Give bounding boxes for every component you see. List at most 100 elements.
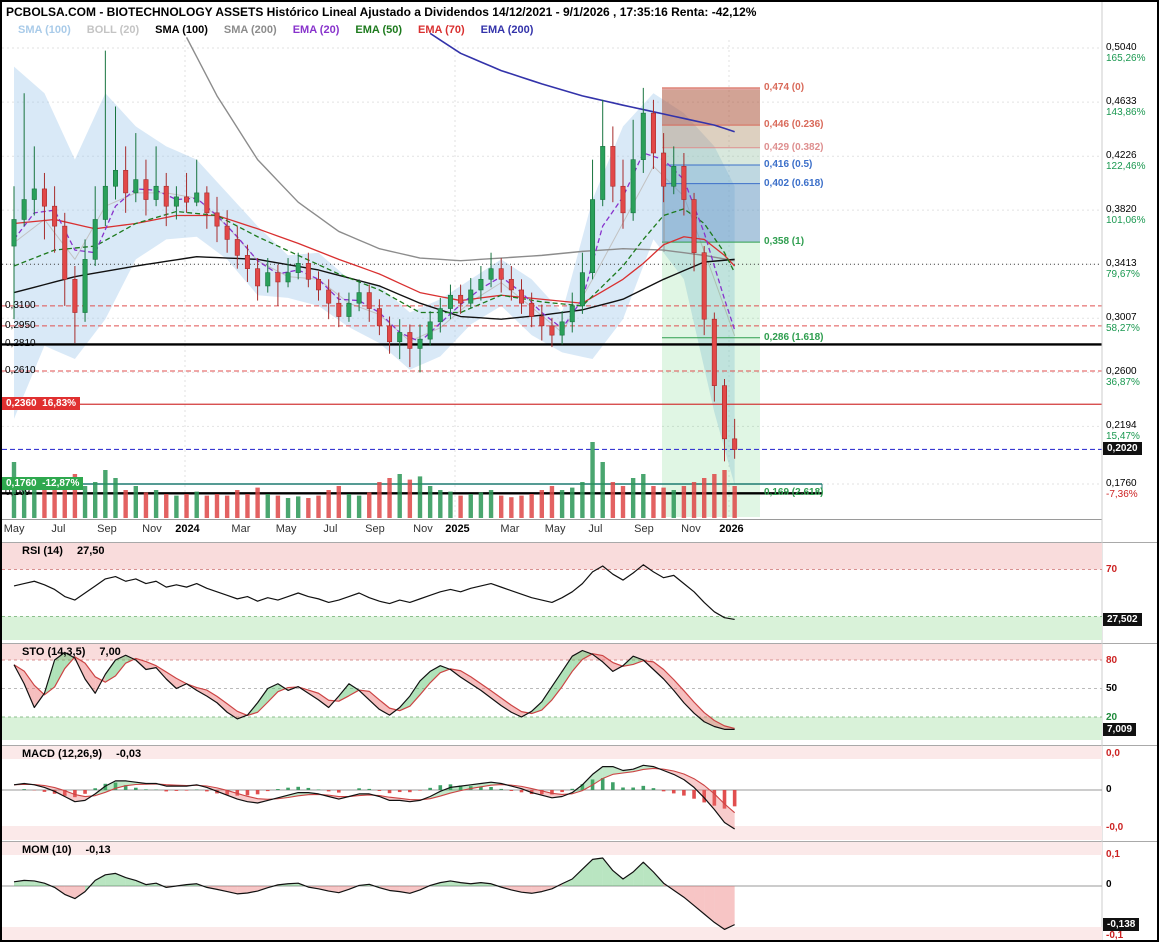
current-price-badge: 0,2020 xyxy=(1103,442,1142,456)
macd-name: MACD (12,26,9) xyxy=(22,748,103,760)
x-axis-label: Nov xyxy=(413,523,433,535)
x-axis-label: May xyxy=(275,523,297,535)
candles xyxy=(11,50,738,462)
panel-axis-label: -0,1 xyxy=(1106,930,1124,941)
x-axis-label: 2025 xyxy=(445,523,470,535)
panel-value-badge: 27,502 xyxy=(1103,613,1142,626)
mom-value: -0,13 xyxy=(85,844,111,856)
right-axis-price-label: 0,5040 xyxy=(1106,42,1137,53)
left-level-badge: 0,2360 16,83% xyxy=(2,397,81,411)
macd-panel-label: MACD (12,26,9) -0,03 xyxy=(22,748,141,760)
x-axis-label: Sep xyxy=(97,523,117,535)
x-axis-label: Sep xyxy=(634,523,654,535)
x-axis-label: May xyxy=(544,523,566,535)
panel-axis-label: 0 xyxy=(1106,784,1112,795)
fib-level-label: 0,169 (2.618) xyxy=(764,487,824,499)
rsi-name: RSI (14) xyxy=(22,545,63,557)
right-axis-pct-label: -7,36% xyxy=(1106,489,1138,500)
right-axis-price-label: 0,3007 xyxy=(1106,312,1137,324)
right-axis-price-label: 0,3413 xyxy=(1106,258,1137,270)
panel-axis-label: 0,1 xyxy=(1106,849,1120,860)
chart-title: PCBOLSA.COM - BIOTECHNOLOGY ASSETS Histó… xyxy=(6,5,757,19)
legend-item: SMA (200) xyxy=(223,24,277,36)
legend-item: BOLL (20) xyxy=(86,24,140,36)
left-level-badge: 0,1760 -12,87% xyxy=(2,477,84,490)
x-axis-label: Nov xyxy=(681,523,701,535)
sto-panel xyxy=(2,644,1102,740)
panel-axis-label: 0,0 xyxy=(1106,748,1120,759)
right-axis-price-label: 0,1760 xyxy=(1106,478,1137,489)
right-axis-pct-label: 165,26% xyxy=(1106,53,1146,64)
rsi-panel-label: RSI (14) 27,50 xyxy=(22,545,105,557)
x-axis-label: Nov xyxy=(142,523,162,535)
right-axis-pct-label: 122,46% xyxy=(1106,161,1146,173)
right-axis-price-label: 0,2194 xyxy=(1106,420,1137,432)
ma-legend: SMA (100) BOLL (20) SMA (100) SMA (200) EMA … xyxy=(18,24,533,36)
fib-level-label: 0,446 (0.236) xyxy=(764,119,824,131)
sto-value: 7,00 xyxy=(99,646,121,658)
right-axis-price-label: 0,2600 xyxy=(1106,366,1137,378)
left-level-label: 0,3100 xyxy=(5,299,36,311)
legend-item: EMA (70) xyxy=(418,24,465,36)
x-axis-label: Sep xyxy=(365,523,385,535)
x-axis-label: Mar xyxy=(500,523,520,535)
panel-axis-label: -0,0 xyxy=(1106,822,1124,833)
macd-panel xyxy=(2,746,1102,840)
left-level-label: 0,2950 xyxy=(5,319,36,331)
legend-item: SMA (100) xyxy=(18,24,71,36)
panel-value-badge: -0,138 xyxy=(1103,918,1140,931)
fib-level-label: 0,416 (0.5) xyxy=(764,158,813,170)
right-axis-price-label: 0,4633 xyxy=(1106,96,1137,108)
fib-level-label: 0,474 (0) xyxy=(764,81,805,93)
fib-level-label: 0,286 (1.618) xyxy=(764,331,824,343)
panel-axis-label: 20 xyxy=(1106,712,1118,723)
sto-panel-label: STO (14,3,5) 7,00 xyxy=(22,646,121,658)
legend-item: EMA (20) xyxy=(292,24,340,36)
x-axis-label: 2026 xyxy=(719,523,744,535)
x-axis-label: Jul xyxy=(588,523,603,535)
sma200-line xyxy=(185,37,735,262)
panel-axis-label: 0 xyxy=(1106,879,1112,890)
mom-name: MOM (10) xyxy=(22,844,72,856)
right-axis-pct-label: 143,86% xyxy=(1106,107,1146,119)
rsi-panel xyxy=(2,543,1102,640)
mom-panel-label: MOM (10) -0,13 xyxy=(22,844,111,856)
left-level-label: 0,2810 xyxy=(5,338,36,350)
right-axis-pct-label: 101,06% xyxy=(1106,215,1146,227)
right-axis-price-label: 0,4226 xyxy=(1106,150,1137,162)
right-axis-pct-label: 15,47% xyxy=(1106,431,1140,443)
left-level-label: 0,2610 xyxy=(5,365,36,377)
left-level-label: 0,169 xyxy=(5,487,31,499)
bollinger-band xyxy=(13,66,736,486)
right-axis-pct-label: 36,87% xyxy=(1106,377,1140,389)
fib-level-label: 0,358 (1) xyxy=(764,236,805,248)
panel-axis-label: 80 xyxy=(1106,655,1118,666)
highlight-band xyxy=(662,90,760,517)
volume-bars xyxy=(2,442,1102,520)
ema200-line xyxy=(429,32,735,133)
x-axis-label: Mar xyxy=(231,523,251,535)
fib-level-label: 0,429 (0.382) xyxy=(764,141,824,153)
legend-item: EMA (200) xyxy=(480,24,534,36)
x-axis-label: Jul xyxy=(323,523,338,535)
panel-value-badge: 7,009 xyxy=(1103,723,1137,736)
price-level-lines xyxy=(2,263,1102,495)
right-axis-pct-label: 58,27% xyxy=(1106,323,1140,335)
x-axis-label: 2024 xyxy=(175,523,200,535)
sto-name: STO (14,3,5) xyxy=(22,646,86,658)
x-axis-label: May xyxy=(3,523,25,535)
ema50-line xyxy=(13,208,736,314)
legend-item: EMA (50) xyxy=(355,24,403,36)
grid-lines xyxy=(2,40,1102,519)
sma100-line xyxy=(13,256,735,320)
macd-value: -0,03 xyxy=(116,748,142,760)
right-axis-pct-label: 79,67% xyxy=(1106,269,1140,281)
rsi-value: 27,50 xyxy=(76,545,105,557)
right-axis-price-label: 0,3820 xyxy=(1106,204,1137,216)
panel-axis-label: 70 xyxy=(1106,564,1118,575)
mom-panel xyxy=(2,842,1102,940)
x-axis-label: Jul xyxy=(51,523,66,535)
